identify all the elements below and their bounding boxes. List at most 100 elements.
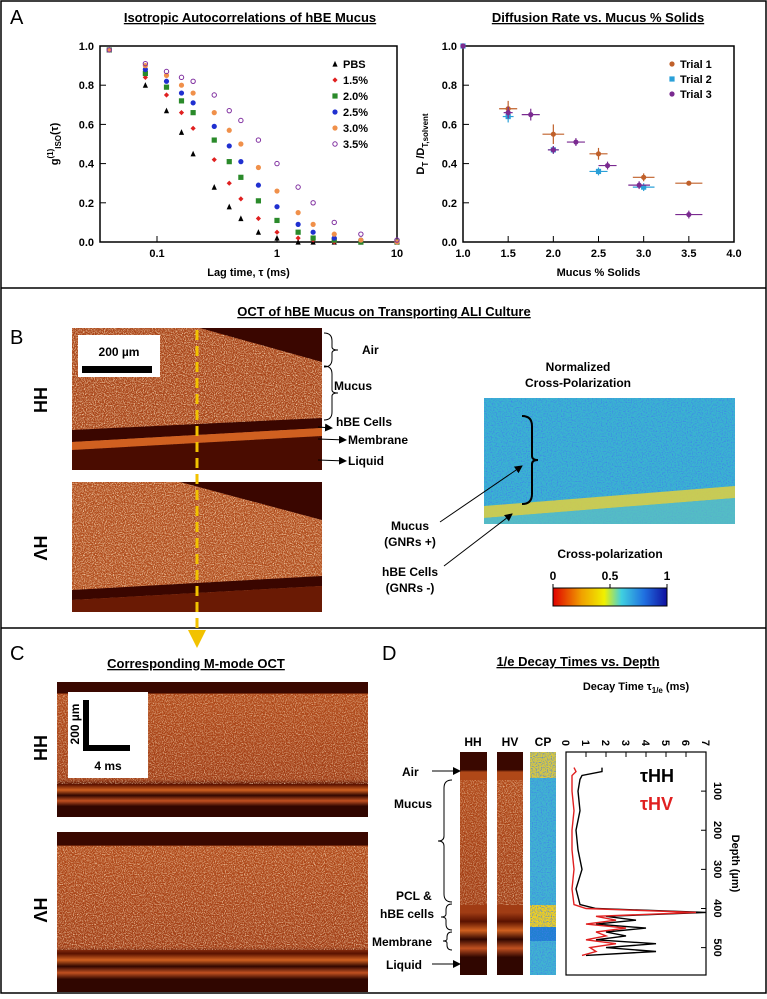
x-tick-label: 1 xyxy=(274,248,280,260)
data-point xyxy=(211,184,217,190)
row-label: HH xyxy=(30,735,50,761)
data-point xyxy=(142,74,148,80)
data-point xyxy=(238,117,244,124)
y-tick-label: 0.6 xyxy=(442,119,457,131)
legend-label: 3.5% xyxy=(343,139,368,151)
colorbar xyxy=(552,587,668,607)
row-label: HV xyxy=(30,535,50,560)
layer-label: Liquid xyxy=(348,454,384,468)
data-point xyxy=(178,110,185,116)
data-point xyxy=(190,78,196,84)
legend-marker xyxy=(669,76,675,82)
data-point xyxy=(358,237,364,243)
arrow xyxy=(439,465,523,523)
row-label: HV xyxy=(30,897,50,922)
x-tick-label: 5 xyxy=(659,740,671,746)
colorbar-tick-label: 1 xyxy=(664,569,671,583)
data-point xyxy=(686,211,692,218)
x-tick-label: 6 xyxy=(679,740,691,746)
x-tick-label: 1 xyxy=(579,740,591,746)
legend-marker xyxy=(332,125,338,131)
panel-title: Corresponding M-mode OCT xyxy=(107,656,285,671)
brace xyxy=(323,332,339,368)
data-point xyxy=(604,162,611,169)
scale-bar-label: 200 µm xyxy=(68,704,82,745)
strip-hv-texture xyxy=(497,780,523,905)
x-tick-label: 2.5 xyxy=(591,248,606,260)
data-point xyxy=(274,217,280,224)
data-point xyxy=(573,139,579,145)
cp-title: Normalized xyxy=(546,360,611,374)
arrow xyxy=(317,435,347,444)
panel-label: B xyxy=(10,327,23,349)
data-point xyxy=(686,180,692,186)
brace xyxy=(437,779,453,903)
legend-label: Trial 3 xyxy=(680,89,712,101)
profile-line xyxy=(571,767,697,957)
data-point xyxy=(238,215,244,222)
data-point xyxy=(358,231,364,237)
data-point xyxy=(142,66,148,73)
data-point xyxy=(295,238,301,245)
layer-label: Liquid xyxy=(386,958,422,972)
data-point xyxy=(226,143,232,149)
data-point xyxy=(163,84,170,90)
y-tick-label: 400 xyxy=(711,899,723,917)
data-point xyxy=(226,203,232,210)
colorbar-tick-label: 0 xyxy=(550,569,557,583)
data-point xyxy=(163,78,170,84)
layer-label: hBE Cells xyxy=(336,415,392,429)
chart-title: Isotropic Autocorrelations of hBE Mucus xyxy=(124,10,376,25)
scale-bar xyxy=(82,366,152,373)
cp-title: Cross-Polarization xyxy=(525,376,631,390)
y-tick-label: 0.2 xyxy=(442,198,457,210)
data-point xyxy=(274,188,280,194)
x-tick-label: 4.0 xyxy=(726,248,741,260)
data-point xyxy=(178,74,185,81)
legend-marker xyxy=(669,61,675,67)
arrow xyxy=(443,513,513,567)
panel-label: D xyxy=(382,643,396,665)
data-point xyxy=(641,184,647,190)
strip-cp xyxy=(530,752,556,975)
data-point xyxy=(295,229,301,235)
cp-label: (GNRs -) xyxy=(386,581,435,595)
y-tick-label: 1.0 xyxy=(79,41,94,53)
legend-label: PBS xyxy=(343,59,366,71)
scale-bar xyxy=(83,700,130,751)
y-tick-label: 0.2 xyxy=(79,198,94,210)
x-axis-label-part: 1/e xyxy=(652,686,664,695)
data-point xyxy=(595,151,602,157)
panel-title: OCT of hBE Mucus on Transporting ALI Cul… xyxy=(237,304,530,319)
data-point xyxy=(641,174,647,180)
layer-label: PCL & xyxy=(396,889,432,903)
arrow xyxy=(317,423,333,432)
y-axis-label-part: D xyxy=(415,167,427,175)
y-tick-label: 0.4 xyxy=(442,159,458,171)
plot-frame xyxy=(99,45,398,243)
brace xyxy=(440,903,453,931)
data-point xyxy=(163,72,170,78)
data-point xyxy=(274,229,280,235)
x-tick-label: 3.5 xyxy=(681,248,696,260)
legend-label: Trial 1 xyxy=(680,59,712,71)
m-mode-arrow xyxy=(188,630,206,648)
data-point xyxy=(550,147,556,153)
legend-marker xyxy=(669,91,675,97)
data-point xyxy=(528,112,534,118)
data-point xyxy=(226,159,232,165)
legend-label: 3.0% xyxy=(343,123,368,135)
y-axis-label-part: g xyxy=(49,159,61,166)
y-axis-label-part: T xyxy=(421,162,430,167)
data-point xyxy=(460,43,466,49)
data-point xyxy=(142,82,148,88)
x-axis-label-part: (ms) xyxy=(663,681,690,693)
legend-label: 2.0% xyxy=(343,91,368,103)
brace xyxy=(521,415,539,505)
data-point xyxy=(178,82,185,88)
data-point xyxy=(211,157,217,163)
x-tick-label: 0.1 xyxy=(149,248,164,260)
data-point xyxy=(178,129,185,135)
data-point xyxy=(163,92,170,98)
data-point xyxy=(190,110,196,116)
